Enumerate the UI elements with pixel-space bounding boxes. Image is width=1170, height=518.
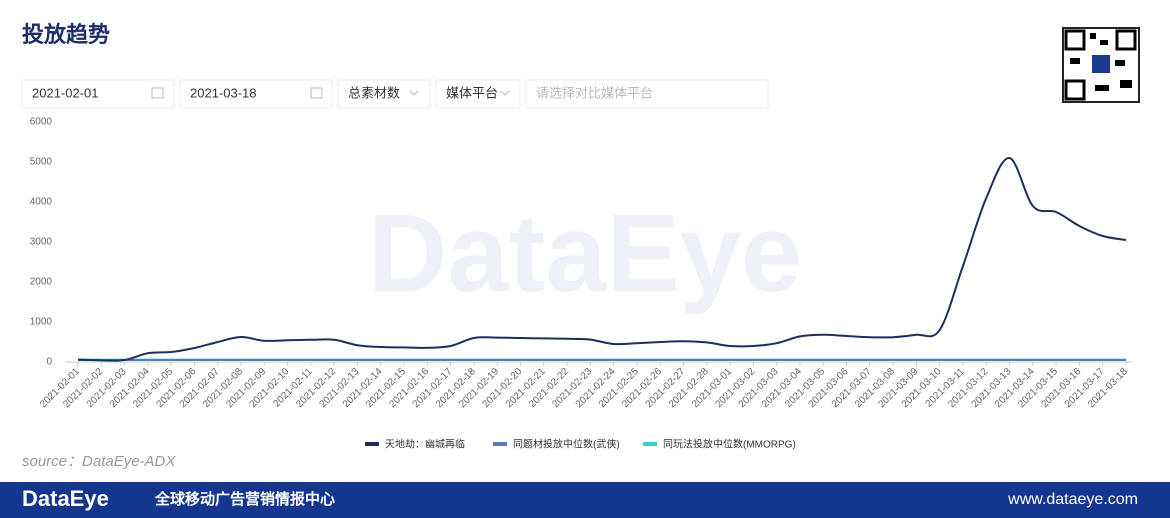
compare-select[interactable]: 请选择对比媒体平台 (536, 85, 653, 100)
calendar-icon (310, 87, 323, 99)
legend-label: 同题材投放中位数(武侠) (513, 438, 620, 451)
qr-code (1062, 27, 1140, 103)
date-input[interactable] (21, 79, 175, 109)
chevron (500, 90, 510, 96)
series-line (77, 157, 1127, 362)
footer-bar (0, 482, 1170, 518)
y-tick-label: 6000 (30, 117, 53, 128)
y-tick-label: 2000 (30, 277, 53, 288)
end-date[interactable]: 2021-03-18 (190, 85, 257, 100)
platform-select[interactable]: 媒体平台 (446, 85, 498, 100)
start-date[interactable]: 2021-02-01 (32, 85, 99, 100)
calendar-icon (151, 87, 164, 99)
metric-select[interactable]: 总素材数 (348, 85, 400, 100)
footer-url: www.dataeye.com (1007, 491, 1138, 508)
y-tick-label: 5000 (30, 157, 53, 168)
legend-swatch (365, 442, 379, 446)
watermark: DataEye (368, 192, 802, 315)
footer-brand: DataEye (22, 486, 109, 511)
chevron (409, 90, 419, 96)
legend-swatch (643, 442, 657, 446)
select[interactable] (525, 79, 769, 109)
y-tick-label: 3000 (30, 237, 53, 248)
page-title: 投放趋势 (22, 22, 110, 47)
footer-tagline: 全球移动广告营销情报中心 (154, 490, 335, 508)
legend-swatch (493, 442, 507, 446)
y-tick-label: 0 (46, 357, 52, 368)
source: source：DataEye-ADX (22, 453, 176, 470)
legend-label: 天地劫：幽城再临 (385, 438, 465, 451)
y-tick-label: 1000 (30, 317, 53, 328)
select[interactable] (337, 79, 431, 109)
legend-label: 同玩法投放中位数(MMORPG) (663, 438, 796, 451)
filter-bar: 2021-02-01 2021-03-18 总素材数 媒体平台 请选择对比媒体平… (21, 79, 769, 109)
y-tick-label: 4000 (30, 197, 53, 208)
date-input[interactable] (179, 79, 333, 109)
